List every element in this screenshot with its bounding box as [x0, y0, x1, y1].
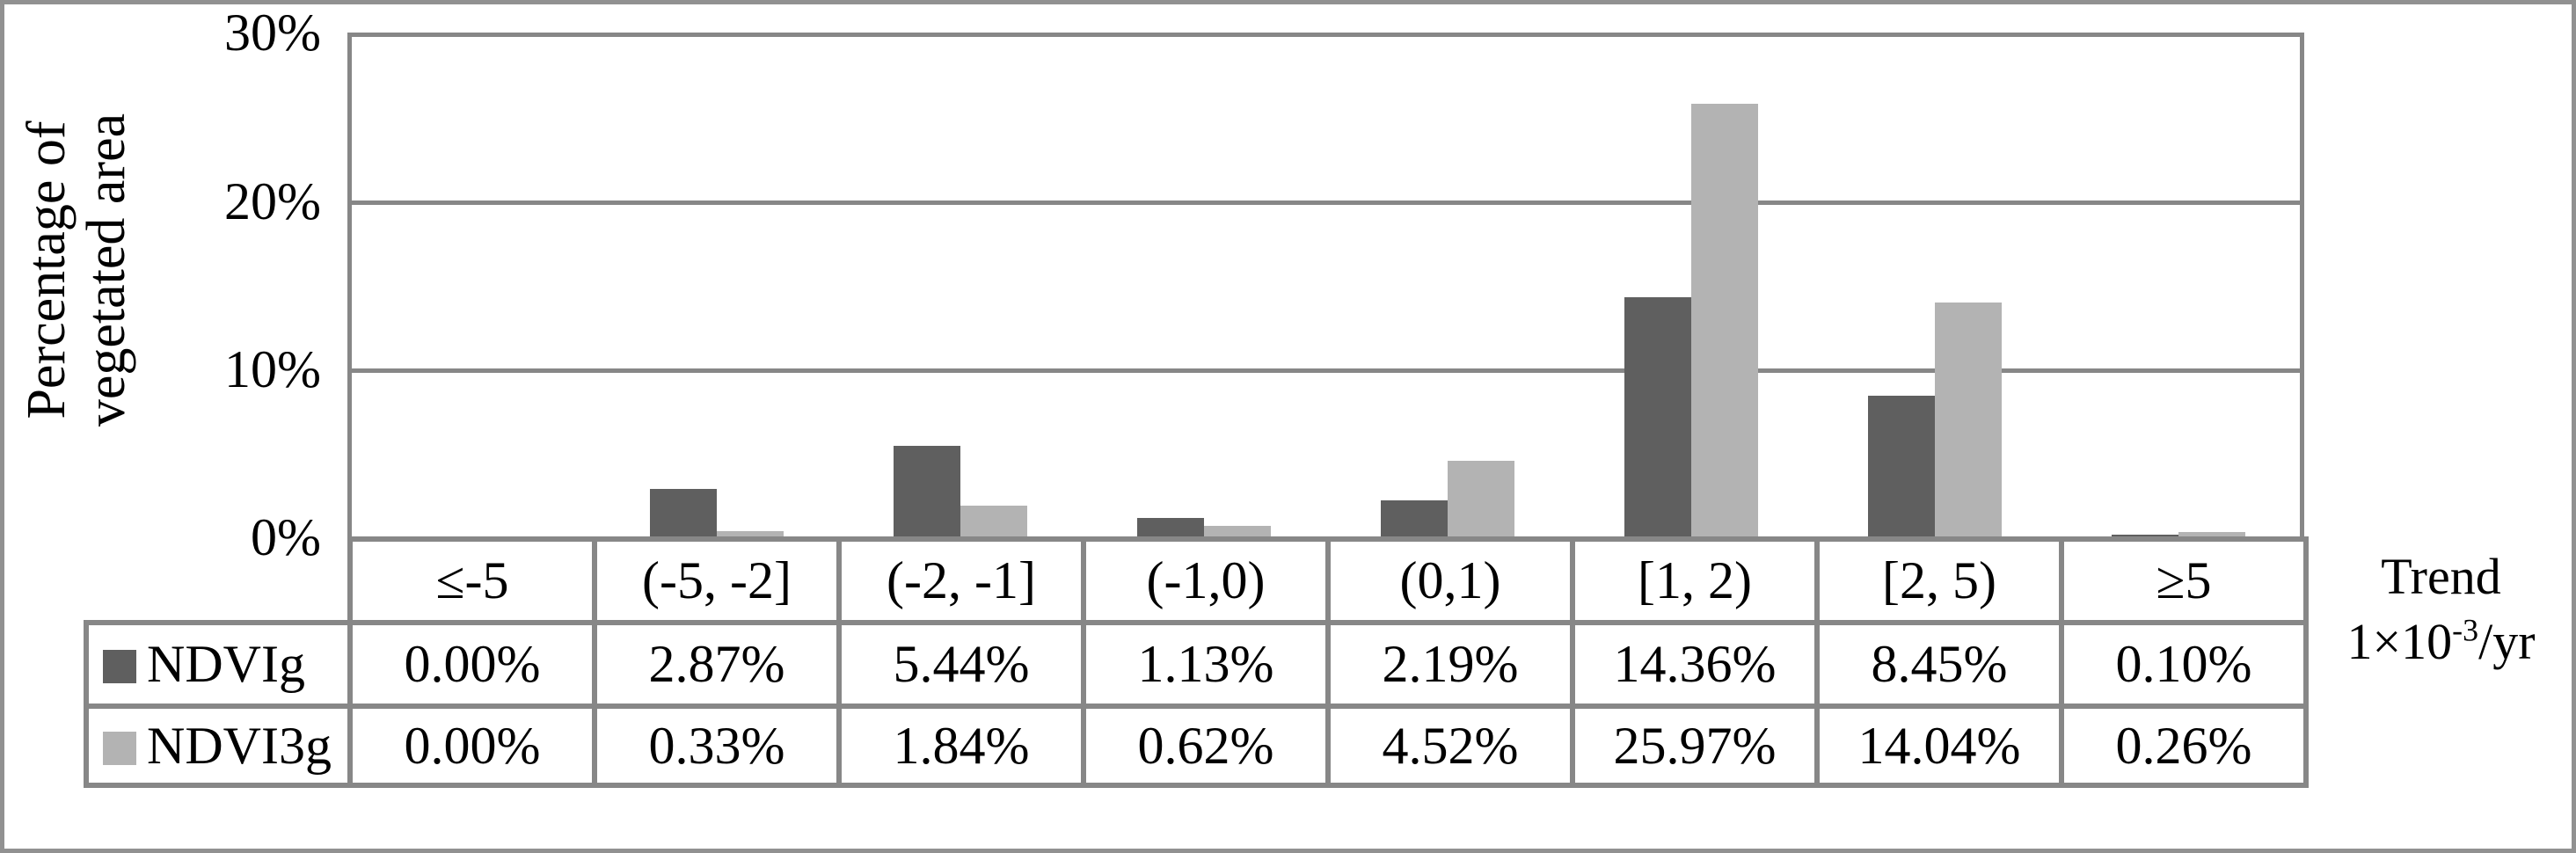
- header-cell: (-2, -1]: [836, 536, 1086, 625]
- row-label-ndvi3g: NDVI3g: [84, 704, 353, 788]
- row-label-ndvig: NDVIg: [84, 620, 353, 709]
- y-tick-label-0: 0%: [251, 508, 321, 566]
- bars-layer: [352, 37, 2300, 536]
- bar-group-2: [839, 37, 1083, 536]
- bar-ndvi3g-1: [717, 530, 784, 536]
- y-axis-title-line-1: Percentage of: [16, 120, 77, 419]
- plot-area: [347, 33, 2304, 536]
- series-name-ndvig: NDVIg: [147, 635, 305, 693]
- legend-swatch-ndvig: [103, 650, 136, 683]
- bar-group-3: [1083, 37, 1326, 536]
- bar-ndvi3g-6: [1934, 303, 2002, 536]
- bar-group-4: [1326, 37, 1570, 536]
- table-row-ndvi3g: NDVI3g 0.00% 0.33% 1.84% 0.62% 4.52% 25.…: [84, 704, 2309, 788]
- header-cell: (0,1): [1325, 536, 1575, 625]
- value-cell: 0.62%: [1081, 704, 1331, 788]
- value-cell: 14.36%: [1570, 620, 1820, 709]
- value-cell: 0.26%: [2059, 704, 2309, 788]
- x-axis-unit-line-2: 1×10-3/yr: [2307, 609, 2572, 674]
- header-cell: (-1,0): [1081, 536, 1331, 625]
- value-cell: 0.00%: [347, 704, 597, 788]
- header-cell: [2, 5): [1814, 536, 2064, 625]
- value-cell: 25.97%: [1570, 704, 1820, 788]
- table-corner-empty-cell: [86, 539, 350, 623]
- value-cell: 2.19%: [1325, 620, 1575, 709]
- header-cell: ≥5: [2059, 536, 2309, 625]
- value-cell: 1.13%: [1081, 620, 1331, 709]
- bar-ndvig-2: [894, 446, 961, 536]
- bar-ndvig-1: [650, 488, 718, 536]
- x-axis-unit-line-1: Trend: [2381, 548, 2501, 605]
- bar-ndvig-7: [2111, 535, 2178, 536]
- value-cell: 14.04%: [1814, 704, 2064, 788]
- x-axis-unit-label: Trend 1×10-3/yr: [2307, 544, 2572, 674]
- bar-ndvi3g-4: [1447, 461, 1514, 536]
- bar-group-7: [2056, 37, 2300, 536]
- y-tick-label-30: 30%: [224, 4, 321, 62]
- bar-ndvig-5: [1624, 297, 1691, 536]
- y-tick-label-10: 10%: [224, 340, 321, 398]
- value-cell: 2.87%: [592, 620, 842, 709]
- table-row-ndvig: NDVIg 0.00% 2.87% 5.44% 1.13% 2.19% 14.3…: [84, 620, 2309, 709]
- bar-ndvi3g-7: [2178, 532, 2245, 536]
- value-cell: 0.00%: [347, 620, 597, 709]
- header-cell: (-5, -2]: [592, 536, 842, 625]
- value-cell: 0.10%: [2059, 620, 2309, 709]
- legend-swatch-ndvi3g: [103, 731, 136, 765]
- series-name-ndvi3g: NDVI3g: [147, 716, 332, 775]
- value-cell: 1.84%: [836, 704, 1086, 788]
- table-header-row: ≤-5 (-5, -2] (-2, -1] (-1,0) (0,1) [1, 2…: [86, 536, 2309, 625]
- value-cell: 0.33%: [592, 704, 842, 788]
- unit-exponent: -3: [2452, 612, 2479, 648]
- unit-suffix: /yr: [2478, 613, 2536, 671]
- gridline-10pct: [352, 368, 2300, 373]
- bar-ndvi3g-2: [960, 506, 1028, 536]
- header-cell: [1, 2): [1570, 536, 1820, 625]
- bar-group-1: [595, 37, 839, 536]
- bar-ndvi3g-3: [1204, 526, 1272, 536]
- bar-group-5: [1569, 37, 1813, 536]
- bar-group-6: [1813, 37, 2056, 536]
- value-cell: 5.44%: [836, 620, 1086, 709]
- y-tick-label-20: 20%: [224, 172, 321, 230]
- bar-ndvi3g-5: [1690, 104, 1758, 536]
- gridline-20pct: [352, 200, 2300, 205]
- header-cell: ≤-5: [347, 536, 597, 625]
- data-table: ≤-5 (-5, -2] (-2, -1] (-1,0) (0,1) [1, 2…: [84, 536, 2309, 788]
- bar-ndvig-6: [1867, 396, 1935, 536]
- bar-group-0: [352, 37, 595, 536]
- value-cell: 4.52%: [1325, 704, 1575, 788]
- bar-ndvig-4: [1380, 499, 1448, 536]
- bar-ndvig-3: [1137, 517, 1205, 536]
- unit-base: 1×10: [2346, 613, 2453, 671]
- value-cell: 8.45%: [1814, 620, 2064, 709]
